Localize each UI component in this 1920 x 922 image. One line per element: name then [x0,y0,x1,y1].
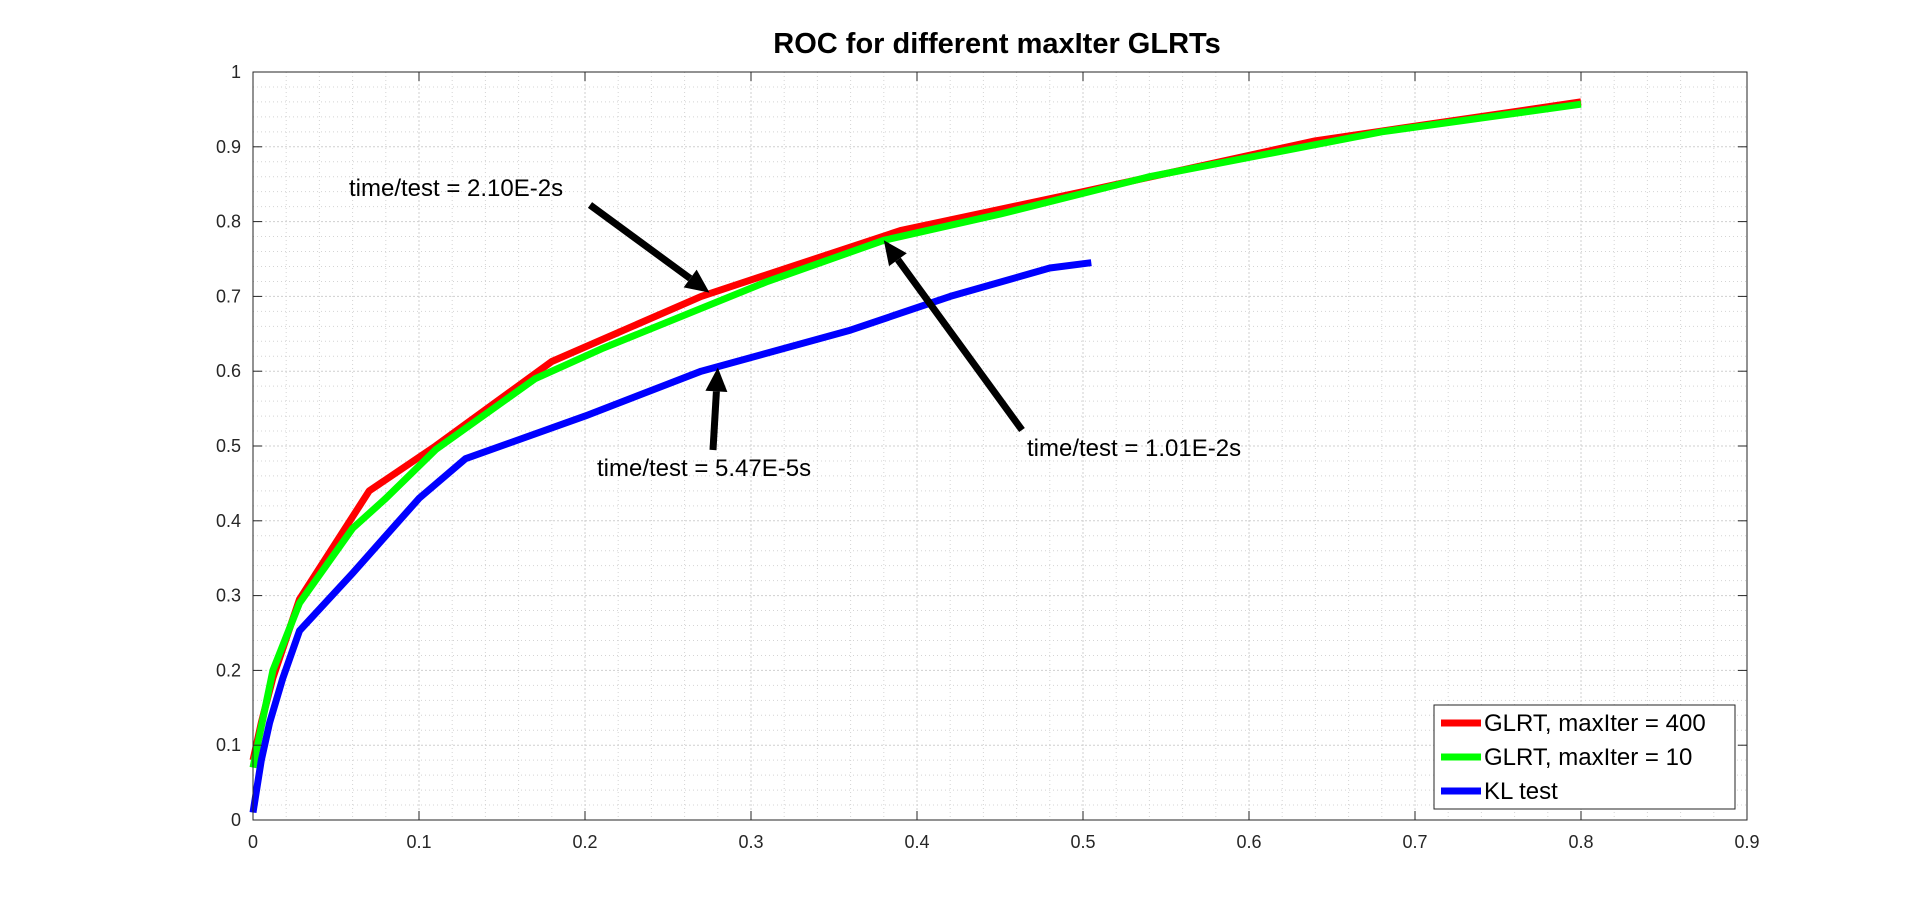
y-tick-label: 0 [231,810,241,830]
x-tick-label: 0.9 [1734,832,1759,852]
y-tick-label: 0.6 [216,361,241,381]
legend-label-1: GLRT, maxIter = 400 [1484,710,1706,737]
annotation-arrow-head [705,367,728,393]
annotation-label: time/test = 1.01E-2s [1027,435,1241,462]
y-tick-label: 0.9 [216,137,241,157]
x-tick-label: 0.5 [1070,832,1095,852]
x-tick-label: 0.4 [904,832,929,852]
annotation-arrow-head [683,269,710,293]
y-tick-label: 1 [231,62,241,82]
series-line-2 [249,100,1582,769]
x-tick-label: 0 [248,832,258,852]
annotation-arrow-shaft [895,257,1025,433]
x-tick-label: 0.1 [406,832,431,852]
y-tick-label: 0.2 [216,660,241,680]
series-layer [249,98,1582,814]
chart-title: ROC for different maxIter GLRTs [773,28,1220,60]
ticks-layer: 0 0.1 0.2 0.3 0.4 0.5 0.6 0.7 0.8 0.9 0 0.1 0.2 0.3 0.… [216,62,1760,852]
y-tick-label: 0.5 [216,436,241,456]
legend-label-3: KL test [1484,778,1558,805]
x-tick-label: 0.6 [1236,832,1261,852]
y-tick-label: 0.8 [216,212,241,232]
x-tick-label: 0.3 [738,832,763,852]
y-tick-label: 0.7 [216,286,241,306]
annotation-layer: time/test = 2.10E-2s time/test = 5.47E-5s… [349,175,1241,482]
x-tick-label: 0.7 [1402,832,1427,852]
annotation-arrow-head [883,240,907,267]
y-tick-label: 0.3 [216,586,241,606]
annotation-arrow-shaft [709,391,720,451]
legend: GLRT, maxIter = 400 GLRT, maxIter = 10 KL … [1433,704,1736,810]
annotation-label: time/test = 2.10E-2s [349,175,563,202]
annotation-label: time/test = 5.47E-5s [597,455,811,482]
y-tick-label: 0.4 [216,511,241,531]
x-tick-label: 0.2 [572,832,597,852]
y-tick-label: 0.1 [216,735,241,755]
series-line-3 [249,259,1092,814]
x-tick-label: 0.8 [1568,832,1593,852]
annotation-arrow-shaft [587,202,693,282]
legend-box [1433,704,1736,810]
legend-label-2: GLRT, maxIter = 10 [1484,744,1692,771]
